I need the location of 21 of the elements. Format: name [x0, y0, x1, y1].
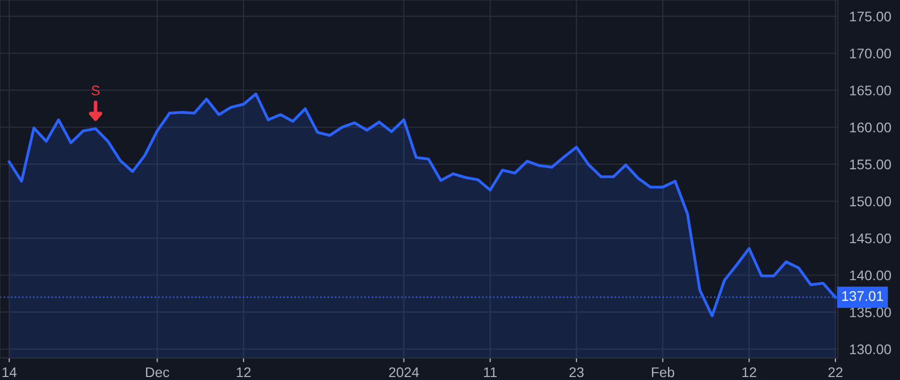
- y-tick-label: 150.00: [850, 196, 891, 206]
- y-tick-label: 165.00: [850, 86, 891, 96]
- x-tick-label: 14: [2, 368, 17, 378]
- x-tick-label: 12: [742, 367, 756, 378]
- y-tick-label: 170.00: [850, 48, 891, 58]
- y-tick-label: 160.00: [850, 122, 891, 132]
- x-tick-label: Dec: [146, 368, 170, 378]
- x-tick-label: 2024: [389, 367, 419, 378]
- x-tick-label: 11: [484, 368, 497, 378]
- y-tick-label: 145.00: [850, 233, 891, 244]
- ref-line-label: 137.01: [842, 291, 884, 301]
- x-tick-label: 12: [236, 367, 251, 378]
- annotation: S: [92, 86, 100, 96]
- y-tick-label: 130.00: [850, 344, 891, 354]
- x-tick-label: 23: [569, 367, 584, 378]
- y-tick-label: 140.00: [850, 270, 891, 280]
- y-tick-label: 155.00: [850, 160, 891, 170]
- x-tick-label: 22: [828, 367, 842, 378]
- x-tick-label: Feb: [652, 366, 674, 378]
- y-tick-label: 175.00: [850, 12, 891, 22]
- y-tick-label: 135.00: [850, 307, 891, 318]
